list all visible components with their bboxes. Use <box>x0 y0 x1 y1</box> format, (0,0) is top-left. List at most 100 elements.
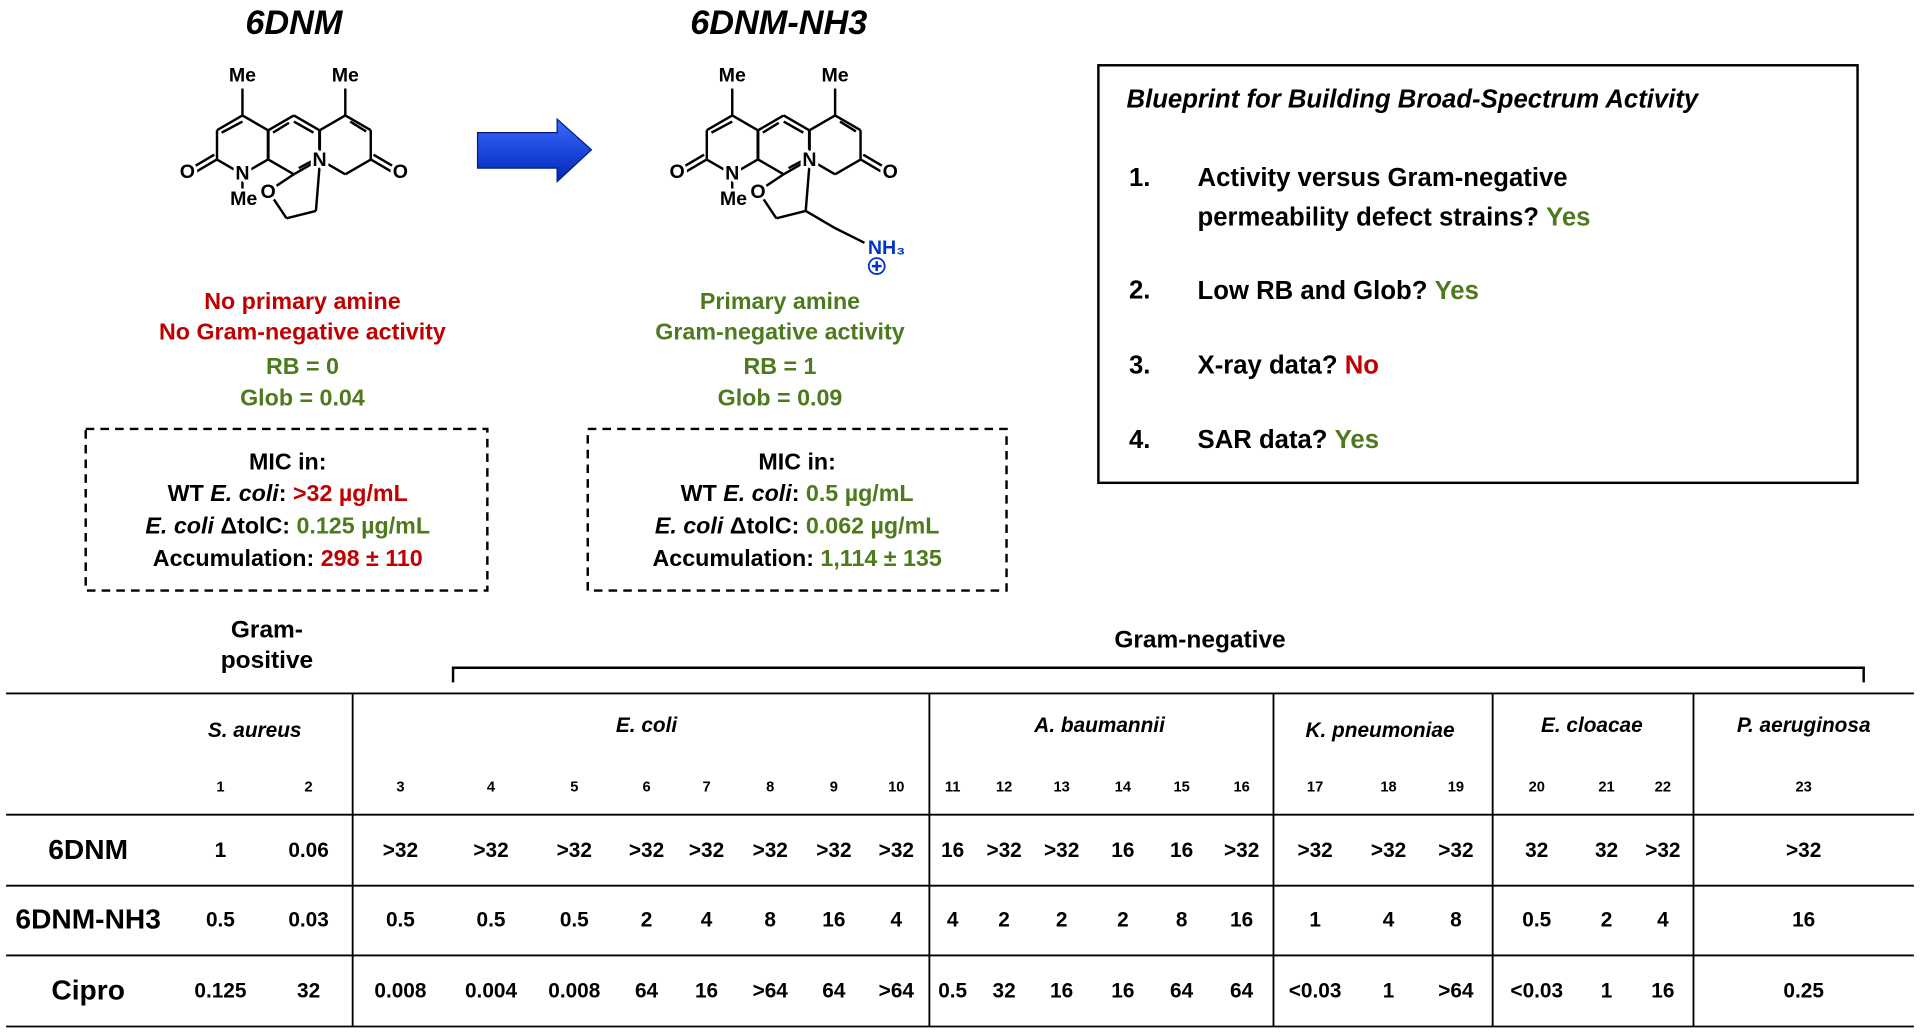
mic-cell: <0.03 <box>1510 980 1563 1003</box>
strain-number: 7 <box>702 780 710 796</box>
item-answer: Yes <box>1435 277 1479 305</box>
bond <box>221 120 244 134</box>
mic-cell: >32 <box>1645 839 1680 862</box>
compound-note: Glob = 0.04 <box>240 385 365 411</box>
bond <box>216 158 244 176</box>
mic-cell: 16 <box>1111 839 1134 862</box>
bond <box>731 114 759 132</box>
mic-line: WT E. coli: >32 µg/mL <box>168 480 408 506</box>
atom-label: N <box>802 149 816 171</box>
mic-cell: >64 <box>753 980 789 1003</box>
bond <box>757 114 785 132</box>
bond <box>319 158 346 176</box>
mic-label: E. coli <box>723 480 792 506</box>
table-lines <box>6 692 1914 1028</box>
bond <box>293 114 320 132</box>
item-text: Low RB and Glob? Yes <box>1198 277 1479 305</box>
organism: A. baumannii <box>1033 714 1166 737</box>
organism: K. pneumoniae <box>1305 719 1454 742</box>
mic-cell: 8 <box>1450 909 1462 932</box>
mic-cell: 0.06 <box>288 839 328 862</box>
bond <box>805 209 836 230</box>
item-line: X-ray data? <box>1198 351 1338 379</box>
row-label: Cipro <box>51 975 125 1006</box>
mic-cell: 32 <box>993 980 1016 1003</box>
mic-cell: 4 <box>891 909 903 932</box>
item-space <box>1539 203 1546 231</box>
item-line: Low RB and Glob? <box>1198 277 1428 305</box>
item-number: 1. <box>1129 164 1150 192</box>
mic-cell: 16 <box>1651 980 1674 1003</box>
mic-value: 0.5 µg/mL <box>806 480 914 506</box>
mic-cell: >32 <box>1438 839 1473 862</box>
mic-cell: 16 <box>1170 839 1193 862</box>
bond <box>192 153 215 168</box>
strain-number: 8 <box>766 780 774 796</box>
mic-cell: >32 <box>473 839 508 862</box>
strain-number: 5 <box>570 780 578 796</box>
bond <box>216 114 244 132</box>
strain-number: 17 <box>1307 780 1323 796</box>
mic-cell: 64 <box>822 980 846 1003</box>
bracket <box>451 666 1865 683</box>
mic-label: E. coli <box>145 513 214 539</box>
compound-note: No primary amine <box>204 288 400 314</box>
mic-cell: >32 <box>879 839 914 862</box>
bond <box>706 114 733 132</box>
mic-cell: 32 <box>1595 839 1618 862</box>
bond <box>787 158 806 170</box>
atom-label: O <box>750 181 765 203</box>
mic-cell: >32 <box>1224 839 1259 862</box>
mic-label: : <box>279 480 293 506</box>
atom-label: NH₃ <box>868 237 905 259</box>
mic-line: Accumulation: 1,114 ± 135 <box>652 545 941 571</box>
mic-value: 298 ± 110 <box>321 545 423 571</box>
compound-note: Gram-negative activity <box>655 319 904 345</box>
strain-number: 12 <box>996 780 1012 796</box>
mic-cell: 0.008 <box>374 980 426 1003</box>
strain-number: 19 <box>1448 780 1464 796</box>
mic-cell: 2 <box>1601 909 1613 932</box>
mic-title: MIC in: <box>249 448 326 474</box>
mic-value: 1,114 ± 135 <box>820 545 941 571</box>
bond <box>267 158 295 176</box>
compound-note: RB = 1 <box>743 353 816 379</box>
bond <box>760 195 778 220</box>
mic-cell: 0.5 <box>560 909 589 932</box>
item-text: permeability defect strains? Yes <box>1198 203 1591 231</box>
mic-cell: <0.03 <box>1289 980 1342 1003</box>
mic-cell: 4 <box>701 909 713 932</box>
atom-label: Me <box>720 188 747 210</box>
bond <box>860 158 883 173</box>
item-line: SAR data? <box>1198 426 1328 454</box>
bond <box>762 121 780 134</box>
mic-line: E. coli ΔtolC: 0.125 µg/mL <box>145 513 430 539</box>
mic-cell: >32 <box>383 839 418 862</box>
mic-value: >32 µg/mL <box>293 480 408 506</box>
strain-number: 10 <box>888 780 904 796</box>
bond <box>372 153 395 168</box>
mic-cell: 4 <box>1383 909 1395 932</box>
item-answer: Yes <box>1335 426 1379 454</box>
mic-label: WT <box>681 480 724 506</box>
mic-cell: 2 <box>998 909 1010 932</box>
atom-label: Me <box>230 188 257 210</box>
mic-cell: 16 <box>695 980 718 1003</box>
mic-label: : <box>792 480 806 506</box>
mic-cell: 1 <box>1309 909 1321 932</box>
mic-cell: 4 <box>947 909 959 932</box>
mic-cell: >32 <box>1297 839 1332 862</box>
organism: E. cloacae <box>1541 714 1643 737</box>
bond <box>685 158 708 173</box>
bond <box>272 121 290 134</box>
mic-cell: >32 <box>557 839 592 862</box>
mic-cell: 0.25 <box>1783 980 1823 1003</box>
mic-cell: 4 <box>1657 909 1669 932</box>
strain-number: 13 <box>1053 780 1069 796</box>
bond <box>839 120 857 133</box>
strain-number: 15 <box>1173 780 1189 796</box>
atom-label: O <box>261 181 276 203</box>
strain-number: 9 <box>830 780 838 796</box>
mic-value: 0.062 µg/mL <box>806 513 940 539</box>
